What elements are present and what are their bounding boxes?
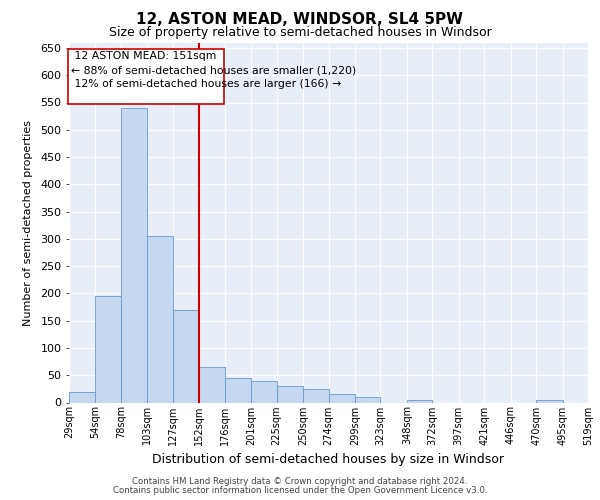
Bar (199, 367, 225, 402)
Bar (251, 380, 277, 402)
Bar (277, 386, 303, 402)
Bar (536, 400, 563, 402)
Text: 12 ASTON MEAD: 151sqm
← 88% of semi-detached houses are smaller (1,220)
 12% of : 12 ASTON MEAD: 151sqm ← 88% of semi-deta… (71, 51, 356, 89)
Bar (95, 296, 121, 403)
Text: Contains HM Land Registry data © Crown copyright and database right 2024.: Contains HM Land Registry data © Crown c… (132, 477, 468, 486)
Bar (355, 397, 380, 402)
Bar (148, 236, 173, 402)
Y-axis label: Number of semi-detached properties: Number of semi-detached properties (23, 120, 33, 326)
X-axis label: Distribution of semi-detached houses by size in Windsor: Distribution of semi-detached houses by … (152, 453, 505, 466)
Bar (121, 108, 148, 403)
Bar (69, 392, 95, 402)
Bar (303, 389, 329, 402)
Text: Size of property relative to semi-detached houses in Windsor: Size of property relative to semi-detach… (109, 26, 491, 39)
FancyBboxPatch shape (68, 49, 224, 104)
Bar (329, 394, 355, 402)
Bar (407, 400, 432, 402)
Bar (224, 378, 251, 402)
Text: Contains public sector information licensed under the Open Government Licence v3: Contains public sector information licen… (113, 486, 487, 495)
Text: 12, ASTON MEAD, WINDSOR, SL4 5PW: 12, ASTON MEAD, WINDSOR, SL4 5PW (137, 12, 464, 28)
Bar (173, 310, 199, 402)
